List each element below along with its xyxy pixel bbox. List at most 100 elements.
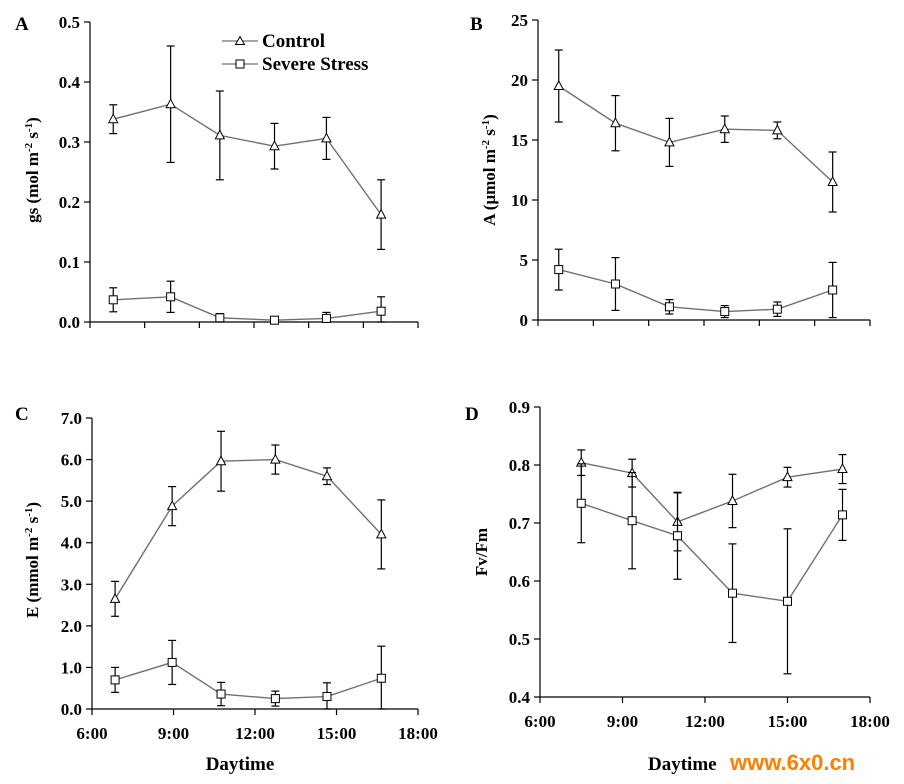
data-point-control-b bbox=[664, 136, 675, 147]
plot-area-a: 0.0 0.1 0.2 0.3 0.4 0.5 bbox=[59, 13, 419, 332]
plot-area-b: 0 5 10 15 20 25 bbox=[511, 11, 871, 330]
y-tick-label-c: 7.0 bbox=[61, 409, 82, 428]
y-tick-label-a: 0.2 bbox=[59, 193, 80, 212]
x-tick-label-d: 15:00 bbox=[768, 712, 808, 731]
y-tick-label-d: 0.7 bbox=[509, 514, 531, 533]
legend-triangle-marker bbox=[234, 35, 246, 45]
series-line-stress-a bbox=[113, 296, 382, 321]
y-tick-label-b: 20 bbox=[511, 71, 528, 90]
series-line-control-d bbox=[581, 461, 843, 523]
x-tick-label-c: 9:00 bbox=[158, 724, 189, 743]
series-line-stress-b bbox=[558, 268, 833, 313]
plot-area-d: 0.4 0.5 0.6 0.7 0.8 0.9 6:00 9:00 12:00 15:00 18:0… bbox=[509, 398, 890, 731]
x-tick-label-d: 12:00 bbox=[685, 712, 725, 731]
y-tick-label-a: 0.4 bbox=[59, 73, 81, 92]
data-point-stress-d bbox=[783, 596, 792, 606]
data-point-stress-d bbox=[627, 516, 637, 526]
data-point-stress-b bbox=[720, 307, 730, 317]
x-tick-label-d: 6:00 bbox=[524, 712, 555, 731]
y-tick-label-d: 0.4 bbox=[509, 688, 531, 707]
data-point-stress-b bbox=[772, 304, 782, 314]
data-point-control-b bbox=[771, 124, 783, 135]
y-tick-label-b: 0 bbox=[520, 311, 529, 330]
data-point-control-a bbox=[375, 208, 387, 219]
plot-area-c: 0.0 1.0 2.0 3.0 4.0 5.0 6.0 7.0 6:00 9:00 12:00 15:… bbox=[61, 409, 438, 743]
y-tick-label-b: 15 bbox=[511, 131, 528, 150]
legend-label-control: Control bbox=[262, 31, 325, 52]
data-point-stress-c bbox=[167, 657, 177, 667]
y-tick-label-c: 5.0 bbox=[61, 492, 82, 511]
x-axis-label-d: Daytime bbox=[648, 754, 717, 775]
y-tick-label-d: 0.8 bbox=[509, 456, 530, 475]
y-tick-label-d: 0.5 bbox=[509, 630, 530, 649]
y-tick-label-a: 0.5 bbox=[59, 13, 80, 32]
data-point-control-b bbox=[553, 79, 565, 90]
data-point-stress-b bbox=[554, 265, 564, 275]
data-point-stress-d bbox=[673, 531, 682, 541]
data-point-control-c bbox=[375, 528, 387, 539]
data-point-stress-a bbox=[376, 306, 386, 316]
x-tick-label-c: 18:00 bbox=[398, 724, 438, 743]
y-axis-label-c: E (mmol m-2 s-1) bbox=[23, 502, 42, 618]
watermark: www.6x0.cn bbox=[729, 750, 855, 775]
data-point-control-b bbox=[719, 123, 731, 134]
y-tick-label-a: 0.1 bbox=[59, 253, 80, 272]
x-tick-label-c: 6:00 bbox=[76, 724, 107, 743]
legend: Control Severe Stress bbox=[222, 31, 368, 75]
series-line-stress-d bbox=[581, 502, 844, 603]
data-point-control-b bbox=[610, 117, 621, 128]
panel-label-a: A bbox=[15, 14, 29, 35]
legend-label-stress: Severe Stress bbox=[262, 54, 368, 75]
data-point-control-d bbox=[782, 471, 793, 482]
panel-label-b: B bbox=[470, 14, 483, 35]
y-tick-label-a: 0.3 bbox=[59, 133, 80, 152]
data-point-control-c bbox=[270, 453, 281, 464]
data-point-stress-a bbox=[108, 295, 118, 305]
y-axis-label-a: gs (mol m-2 s-1) bbox=[23, 117, 42, 223]
data-point-control-d bbox=[727, 494, 738, 505]
series-line-control-c bbox=[114, 458, 382, 600]
panel-a: A 0.0 0.1 0.2 0.3 0.4 0.5 gs (mol m-2 s-1) bbox=[15, 13, 419, 332]
data-point-control-c bbox=[215, 455, 227, 466]
data-point-stress-c bbox=[110, 675, 120, 685]
data-point-control-a bbox=[107, 113, 119, 124]
x-tick-label-c: 12:00 bbox=[235, 724, 275, 743]
data-point-stress-d bbox=[576, 498, 586, 508]
y-tick-label-d: 0.9 bbox=[509, 398, 530, 417]
x-tick-label-d: 9:00 bbox=[607, 712, 638, 731]
data-point-control-a bbox=[165, 98, 176, 109]
data-point-stress-c bbox=[322, 692, 332, 702]
y-tick-label-c: 6.0 bbox=[61, 451, 82, 470]
data-point-control-a bbox=[321, 132, 332, 143]
data-point-control-c bbox=[166, 500, 178, 511]
y-axis-label-b: A (μmol m-2 s-1) bbox=[480, 114, 499, 226]
series-line-control-a bbox=[113, 103, 382, 216]
series-line-stress-c bbox=[114, 661, 382, 700]
y-tick-label-c: 4.0 bbox=[61, 534, 82, 553]
x-tick-label-d: 18:00 bbox=[850, 712, 890, 731]
data-point-control-a bbox=[214, 129, 226, 140]
data-point-stress-b bbox=[610, 279, 620, 289]
data-point-stress-a bbox=[321, 313, 331, 323]
data-point-stress-c bbox=[270, 694, 280, 704]
data-point-stress-a bbox=[166, 292, 176, 302]
y-tick-label-b: 25 bbox=[511, 11, 528, 30]
data-point-stress-a bbox=[270, 315, 279, 325]
y-tick-label-b: 10 bbox=[511, 191, 528, 210]
data-point-control-c bbox=[321, 470, 333, 481]
data-point-stress-c bbox=[216, 689, 226, 699]
panel-b: B 0 5 10 15 20 25 A (μmol m-2 s-1) bbox=[470, 11, 871, 330]
panel-d: D 0.4 0.5 0.6 0.7 0.8 0.9 6:00 9:00 12:00 15:00 18… bbox=[465, 398, 890, 775]
data-point-control-d bbox=[837, 462, 848, 474]
data-point-control-a bbox=[269, 140, 280, 151]
panel-label-d: D bbox=[465, 404, 479, 425]
data-point-control-c bbox=[109, 592, 121, 603]
y-axis-label-d: Fv/Fm bbox=[472, 528, 491, 576]
data-point-control-b bbox=[827, 175, 838, 186]
data-point-stress-c bbox=[376, 673, 386, 683]
x-tick-label-c: 15:00 bbox=[317, 724, 357, 743]
y-tick-label-c: 3.0 bbox=[61, 575, 82, 594]
data-point-stress-b bbox=[828, 285, 838, 295]
data-point-stress-a bbox=[215, 313, 225, 323]
